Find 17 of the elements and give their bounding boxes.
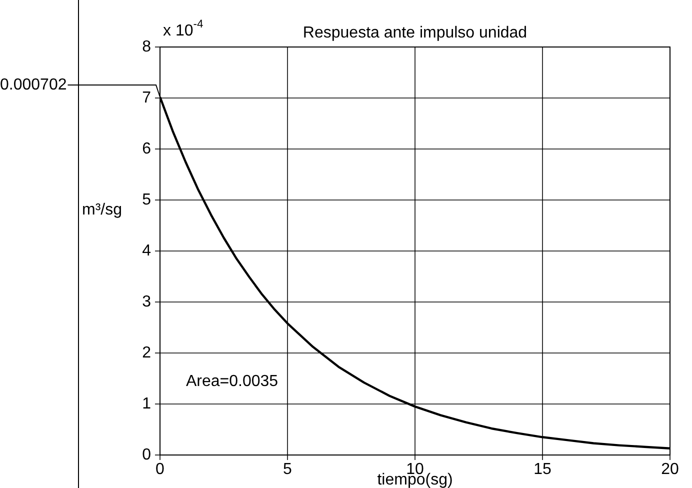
annotation: 0.000702 bbox=[0, 76, 67, 94]
x-tick-label: 0 bbox=[156, 461, 165, 478]
y-tick-label: 4 bbox=[142, 242, 152, 260]
x-tick-label: 20 bbox=[661, 461, 679, 478]
chart-title: Respuesta ante impulso unidad bbox=[302, 24, 528, 42]
y-axis-title: m³/sg bbox=[82, 202, 122, 219]
y-tick-label: 8 bbox=[142, 38, 152, 56]
y-tick-label: 0 bbox=[142, 446, 152, 464]
y-tick-label: 6 bbox=[142, 140, 152, 158]
x-tick-label: 5 bbox=[283, 461, 292, 478]
x-tick-label: 15 bbox=[534, 461, 552, 478]
y-tick-label: 7 bbox=[142, 89, 152, 106]
annotation: Area=0.0035 bbox=[186, 372, 278, 390]
y-tick-label: 2 bbox=[142, 344, 152, 362]
y-tick-label: 1 bbox=[142, 395, 152, 412]
y-tick-label: 3 bbox=[142, 293, 152, 310]
y-tick-label: 5 bbox=[142, 191, 152, 208]
